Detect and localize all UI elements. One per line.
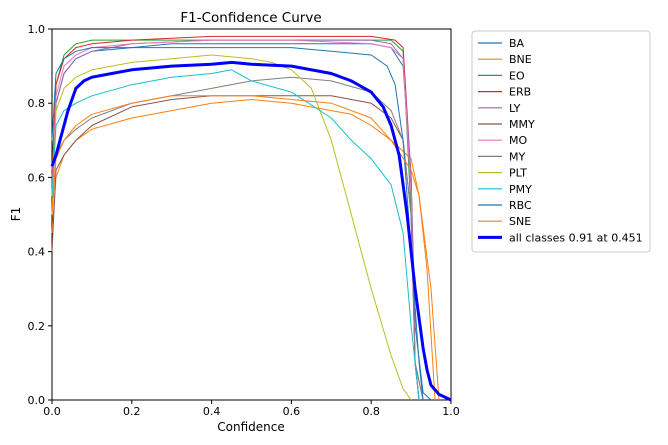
x-axis-label: Confidence xyxy=(217,420,284,434)
chart-title: F1-Confidence Curve xyxy=(180,10,321,26)
series-layer xyxy=(50,35,452,402)
y-tick-label: 0.8 xyxy=(28,97,46,110)
legend-label: MO xyxy=(509,134,527,147)
x-tick-label: 0.0 xyxy=(43,405,61,418)
x-tick-label: 0.4 xyxy=(203,405,221,418)
series-line-erb xyxy=(51,35,420,401)
y-tick-label: 0.6 xyxy=(28,171,46,184)
series-line-my xyxy=(51,76,424,401)
y-axis-label: F1 xyxy=(9,207,23,222)
legend-label: ERB xyxy=(509,86,531,99)
series-line-mmy xyxy=(51,95,424,401)
legend-items: BA BNE EO ERB LY MMY MO MY PLT PMY RBC SNE all class… xyxy=(478,37,643,244)
x-tick-label: 0.6 xyxy=(283,405,301,418)
x-axis-ticks: 0.0 0.2 0.4 0.6 0.8 1.0 xyxy=(43,400,460,418)
series-line-ly xyxy=(51,39,420,401)
x-tick-label: 1.0 xyxy=(442,405,460,418)
legend-label: RBC xyxy=(509,199,532,212)
legend-label: PMY xyxy=(509,183,532,196)
legend-label: PLT xyxy=(509,167,527,180)
y-tick-label: 0.4 xyxy=(28,246,46,259)
y-axis-ticks: 0.0 0.2 0.4 0.6 0.8 1.0 xyxy=(28,23,52,407)
series-line-mo xyxy=(51,39,420,401)
series-line-all-classes-0-91-at-0-451 xyxy=(50,60,452,402)
y-tick-label: 0.0 xyxy=(28,394,46,407)
series-line-rbc xyxy=(51,47,424,401)
legend: BA BNE EO ERB LY MMY MO MY PLT PMY RBC SNE all class… xyxy=(471,30,651,253)
series-line-bne xyxy=(51,99,440,401)
plot-frame xyxy=(51,28,452,401)
y-tick-label: 1.0 xyxy=(28,23,46,36)
x-tick-label: 0.8 xyxy=(362,405,380,418)
legend-label: all classes 0.91 at 0.451 xyxy=(509,231,643,244)
y-tick-label: 0.2 xyxy=(28,320,46,333)
legend-label: BNE xyxy=(509,53,532,66)
plot-area xyxy=(50,28,452,402)
legend-label: BA xyxy=(509,37,525,50)
legend-label: MY xyxy=(509,150,525,163)
series-line-eo xyxy=(51,39,420,401)
legend-label: SNE xyxy=(509,215,531,228)
legend-frame xyxy=(471,30,651,253)
series-line-pmy xyxy=(51,69,420,401)
legend-label: MMY xyxy=(509,118,535,131)
legend-label: EO xyxy=(509,69,525,82)
series-line-plt xyxy=(51,54,412,401)
legend-label: LY xyxy=(509,102,521,115)
x-tick-label: 0.2 xyxy=(123,405,141,418)
series-line-sne xyxy=(51,95,436,401)
